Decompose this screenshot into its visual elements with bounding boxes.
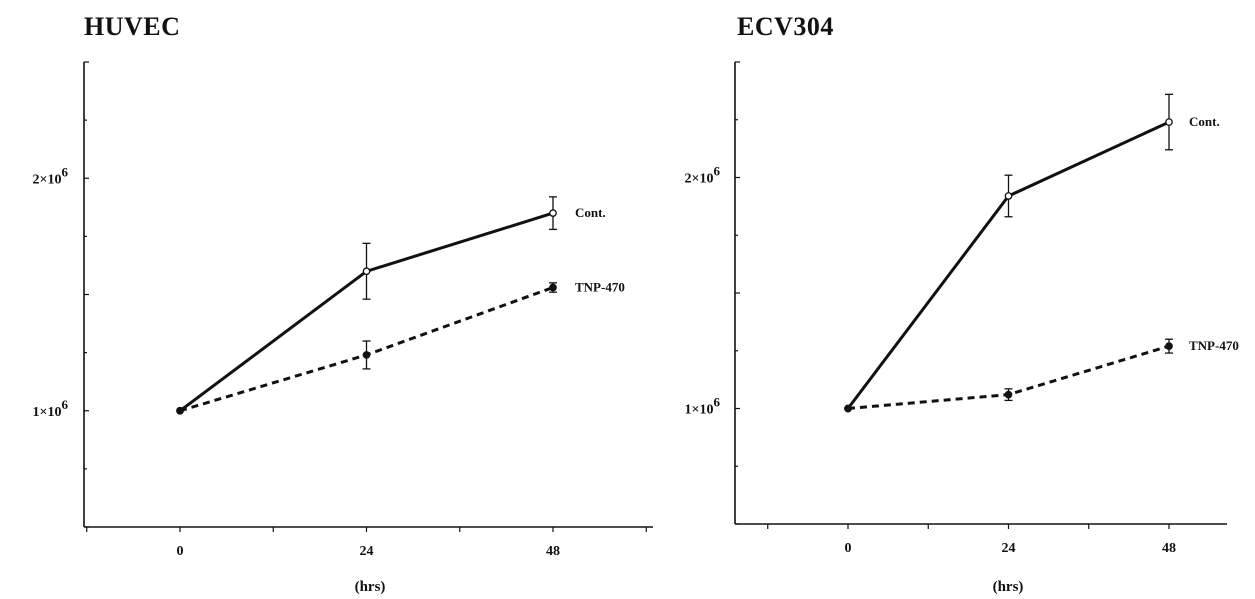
x-tick-label: 24	[360, 544, 374, 559]
y-tick-label: 2×106	[685, 164, 721, 187]
y-tick-label: 1×106	[33, 397, 69, 420]
axes	[734, 61, 1227, 529]
x-tick-label: 24	[1002, 541, 1016, 556]
data-point	[1165, 118, 1173, 126]
x-tick-label: 0	[845, 541, 852, 556]
x-axis-label: (hrs)	[993, 579, 1024, 595]
axes	[83, 61, 653, 532]
series-label: TNP-470	[1189, 338, 1239, 353]
x-tick-label: 48	[546, 544, 560, 559]
data-point	[1165, 342, 1173, 350]
x-tick-label: 0	[177, 544, 184, 559]
series-label: TNP-470	[575, 280, 625, 295]
y-tick-label: 1×106	[685, 395, 721, 418]
data-point	[362, 267, 371, 276]
data-point	[549, 209, 557, 217]
data-point	[844, 404, 852, 413]
chart-title-huvec: HUVEC	[84, 12, 181, 41]
series-line-cont	[846, 120, 1170, 410]
series-label: Cont.	[575, 205, 606, 220]
series-label: Cont.	[1189, 114, 1220, 129]
data-point	[1004, 390, 1013, 399]
data-point	[549, 283, 557, 292]
data-point	[176, 406, 184, 415]
x-axis-label: (hrs)	[355, 579, 386, 595]
x-tick-label: 48	[1162, 541, 1176, 556]
data-point	[1004, 192, 1013, 200]
chart-title-ecv304: ECV304	[737, 12, 834, 41]
y-tick-label: 2×106	[33, 164, 69, 187]
data-point	[362, 351, 371, 359]
